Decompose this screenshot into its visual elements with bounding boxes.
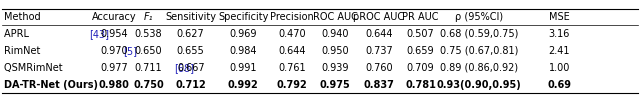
Text: 0.69: 0.69 bbox=[547, 80, 572, 90]
Text: 0.991: 0.991 bbox=[230, 63, 257, 73]
Text: 0.538: 0.538 bbox=[134, 29, 163, 39]
Text: 0.940: 0.940 bbox=[322, 29, 349, 39]
Text: 0.970: 0.970 bbox=[100, 46, 128, 56]
Text: pROC AUC: pROC AUC bbox=[353, 12, 404, 22]
Text: 0.984: 0.984 bbox=[230, 46, 257, 56]
Text: 0.737: 0.737 bbox=[365, 46, 393, 56]
Text: Precision: Precision bbox=[270, 12, 314, 22]
Text: MSE: MSE bbox=[549, 12, 570, 22]
Text: 0.954: 0.954 bbox=[100, 29, 128, 39]
Text: Sensitivity: Sensitivity bbox=[165, 12, 216, 22]
Text: 0.75 (0.67,0.81): 0.75 (0.67,0.81) bbox=[440, 46, 518, 56]
Text: 0.644: 0.644 bbox=[278, 46, 305, 56]
Text: 0.470: 0.470 bbox=[278, 29, 306, 39]
Text: 0.659: 0.659 bbox=[406, 46, 435, 56]
Text: RimNet: RimNet bbox=[4, 46, 44, 56]
Text: PR AUC: PR AUC bbox=[402, 12, 439, 22]
Text: ROC AUC: ROC AUC bbox=[313, 12, 358, 22]
Text: 0.93(0.90,0.95): 0.93(0.90,0.95) bbox=[436, 80, 521, 90]
Text: 0.89 (0.86,0.92): 0.89 (0.86,0.92) bbox=[440, 63, 518, 73]
Text: 0.837: 0.837 bbox=[364, 80, 394, 90]
Text: Accuracy: Accuracy bbox=[92, 12, 136, 22]
Text: 0.980: 0.980 bbox=[99, 80, 129, 90]
Text: 0.939: 0.939 bbox=[322, 63, 349, 73]
Text: 2.41: 2.41 bbox=[548, 46, 570, 56]
Text: [43]: [43] bbox=[89, 29, 109, 39]
Text: [5]: [5] bbox=[123, 46, 137, 56]
Text: F₁: F₁ bbox=[144, 12, 153, 22]
Text: 0.667: 0.667 bbox=[177, 63, 205, 73]
Text: 0.68 (0.59,0.75): 0.68 (0.59,0.75) bbox=[440, 29, 518, 39]
Text: Specificity: Specificity bbox=[218, 12, 268, 22]
Text: 0.627: 0.627 bbox=[177, 29, 205, 39]
Text: 0.969: 0.969 bbox=[230, 29, 257, 39]
Text: 0.712: 0.712 bbox=[175, 80, 206, 90]
Text: 0.709: 0.709 bbox=[406, 63, 435, 73]
Text: 0.507: 0.507 bbox=[406, 29, 435, 39]
Text: 0.760: 0.760 bbox=[365, 63, 393, 73]
Text: DA-TR-Net (Ours): DA-TR-Net (Ours) bbox=[4, 80, 98, 90]
Text: 0.644: 0.644 bbox=[365, 29, 392, 39]
Text: 0.711: 0.711 bbox=[134, 63, 163, 73]
Text: 0.792: 0.792 bbox=[276, 80, 307, 90]
Text: 0.650: 0.650 bbox=[134, 46, 163, 56]
Text: 0.655: 0.655 bbox=[177, 46, 205, 56]
Text: 3.16: 3.16 bbox=[548, 29, 570, 39]
Text: 0.761: 0.761 bbox=[278, 63, 306, 73]
Text: 0.781: 0.781 bbox=[405, 80, 436, 90]
Text: 0.992: 0.992 bbox=[228, 80, 259, 90]
Text: 0.750: 0.750 bbox=[133, 80, 164, 90]
Text: ρ (95%CI): ρ (95%CI) bbox=[454, 12, 503, 22]
Text: 0.950: 0.950 bbox=[321, 46, 349, 56]
Text: QSMRimNet: QSMRimNet bbox=[4, 63, 65, 73]
Text: Method: Method bbox=[4, 12, 40, 22]
Text: 0.977: 0.977 bbox=[100, 63, 128, 73]
Text: APRL: APRL bbox=[4, 29, 32, 39]
Text: 1.00: 1.00 bbox=[548, 63, 570, 73]
Text: 0.975: 0.975 bbox=[320, 80, 351, 90]
Text: [68]: [68] bbox=[174, 63, 194, 73]
